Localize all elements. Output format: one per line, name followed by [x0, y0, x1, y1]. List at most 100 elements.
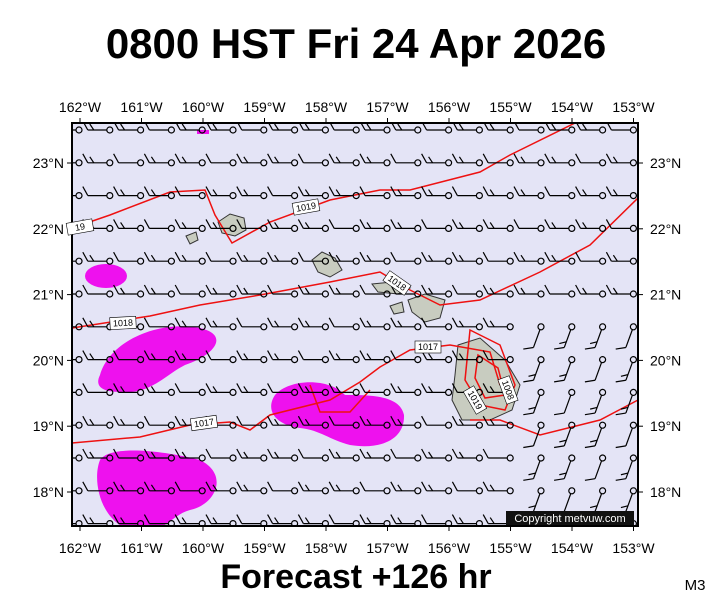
wind-barb — [298, 123, 329, 134]
barb-flag — [297, 251, 304, 262]
wind-barb — [267, 481, 299, 495]
wind-barb — [236, 514, 268, 526]
wind-barb — [390, 251, 422, 265]
barb-flag — [428, 189, 434, 196]
wind-barb — [615, 454, 638, 481]
barb-flag — [212, 123, 218, 131]
barb-flag — [390, 350, 397, 360]
barb-flag — [174, 251, 181, 262]
barb-flag — [181, 254, 187, 262]
barb-flag — [584, 445, 596, 449]
barb-flag — [335, 189, 341, 196]
barb-flag — [52, 383, 57, 392]
barb-flag — [421, 153, 428, 164]
barb-flag — [274, 254, 280, 262]
barb-flag — [612, 254, 618, 262]
wind-barb — [523, 388, 545, 416]
lon-label: 158°W — [305, 540, 348, 556]
barb-flag — [489, 517, 495, 524]
barb-flag — [359, 317, 366, 328]
lat-label: 23°N — [650, 155, 681, 171]
barb-flag — [576, 123, 582, 131]
barb-flag — [143, 481, 150, 492]
wind-barb — [82, 186, 114, 200]
barb-flag — [366, 320, 372, 328]
wind-barb — [82, 514, 114, 526]
barb-shaft — [533, 526, 539, 544]
barb-flag — [82, 186, 89, 196]
barb-flag — [181, 451, 187, 459]
barb-flag — [328, 317, 335, 328]
barb-flag — [559, 439, 567, 443]
wind-barb — [328, 284, 360, 298]
barb-flag — [236, 317, 243, 328]
wind-barb — [544, 153, 576, 167]
barb-flag — [428, 353, 434, 360]
wind-barb — [605, 251, 638, 265]
wind-barb — [421, 219, 453, 232]
barb-flag — [458, 123, 464, 131]
wind-barb — [523, 421, 545, 449]
barb-flag — [297, 350, 304, 360]
barb-flag — [236, 415, 243, 426]
barb-flag — [205, 186, 212, 196]
barb-flag — [390, 383, 397, 393]
barb-shaft — [625, 395, 633, 414]
barb-flag — [451, 350, 458, 360]
barb-flag — [575, 284, 582, 295]
barb-flag — [605, 251, 612, 262]
barb-flag — [620, 472, 629, 476]
barb-flag — [544, 186, 551, 196]
wind-barb — [451, 219, 483, 232]
barb-flag — [551, 254, 557, 262]
wind-barb — [451, 350, 483, 364]
wind-barb — [421, 481, 453, 495]
barb-flag — [335, 287, 341, 295]
barb-flag — [297, 383, 304, 393]
barb-flag — [89, 254, 95, 262]
lon-label: 161°W — [120, 99, 163, 115]
barb-flag — [205, 383, 212, 393]
wind-barb — [143, 251, 175, 265]
barb-flag — [366, 123, 372, 131]
isobar-label-text: 1018 — [113, 317, 134, 328]
barb-flag — [205, 153, 212, 164]
barb-flag — [589, 406, 598, 410]
barb-flag — [589, 439, 598, 443]
wind-barb — [113, 350, 145, 364]
barb-flag — [559, 374, 567, 377]
barb-flag — [366, 418, 372, 426]
wind-barb — [390, 481, 422, 495]
barb-flag — [589, 341, 598, 345]
barb-flag — [489, 189, 495, 196]
wind-barb — [113, 186, 145, 200]
wind-barb — [513, 219, 545, 232]
wind-barb — [328, 448, 360, 462]
barb-flag — [451, 415, 458, 426]
barb-flag — [366, 254, 372, 262]
barb-flag — [181, 517, 187, 524]
barb-flag — [298, 123, 304, 131]
barb-flag — [236, 514, 243, 524]
barb-flag — [359, 383, 366, 393]
barb-flag — [174, 415, 181, 426]
barb-shaft — [625, 362, 633, 381]
barb-flag — [52, 449, 57, 458]
barb-flag — [82, 317, 89, 328]
barb-flag — [120, 123, 126, 131]
barb-flag — [428, 287, 434, 295]
wind-barb — [482, 317, 514, 331]
barb-flag — [120, 418, 126, 426]
wind-barb — [482, 284, 514, 298]
barb-flag — [143, 284, 150, 295]
wind-barb — [297, 481, 329, 495]
barb-flag — [267, 383, 274, 393]
barb-shaft — [563, 493, 572, 512]
wind-barb — [237, 123, 268, 134]
barb-flag — [181, 418, 187, 426]
rain-area — [85, 264, 127, 288]
barb-flag — [243, 451, 249, 459]
wind-barb — [605, 153, 638, 167]
wind-barb — [451, 251, 483, 265]
barb-flag — [421, 251, 428, 262]
